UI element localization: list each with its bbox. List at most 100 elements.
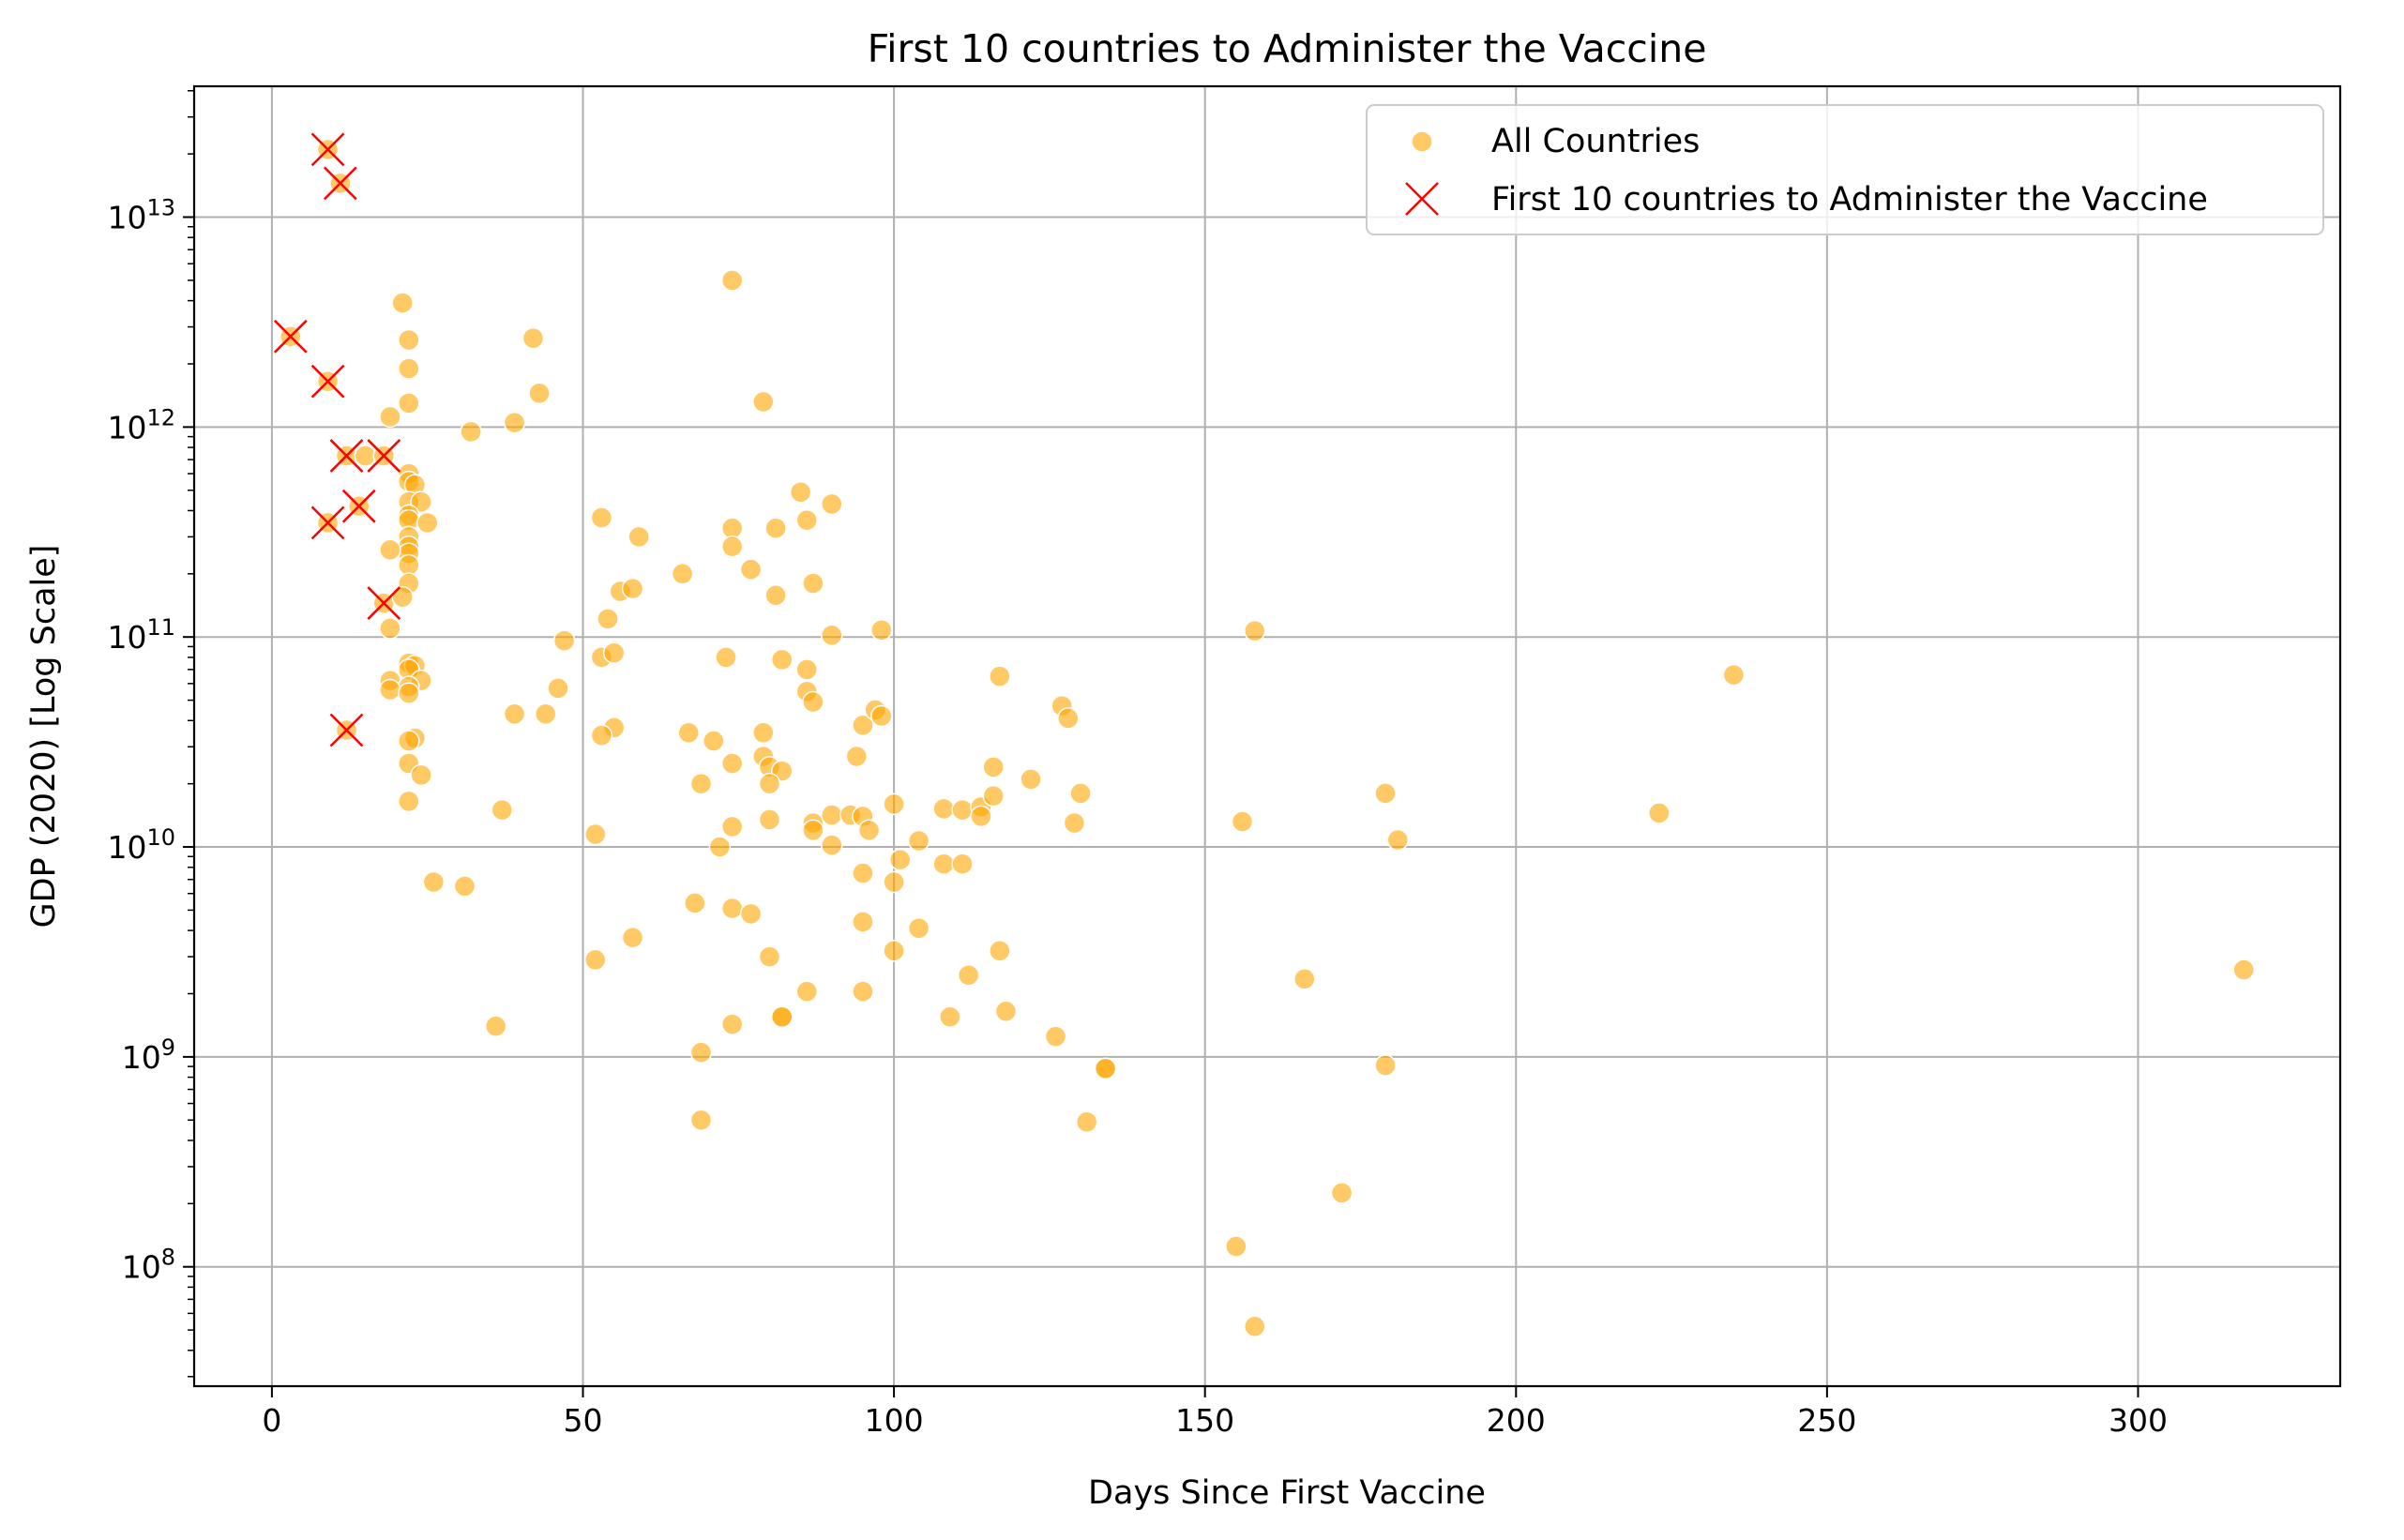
data-point <box>720 1013 744 1035</box>
axis-ticks: 0 50 100 150 200 250 300 108 109 1010 1011 1012 1013 <box>107 89 2168 1439</box>
first-10-marker <box>310 132 345 167</box>
data-point <box>552 629 576 652</box>
data-point <box>602 642 626 664</box>
data-point <box>795 980 818 1003</box>
data-point <box>597 608 619 630</box>
legend-box <box>1366 104 2324 235</box>
data-point <box>852 980 874 1003</box>
x-tick-label: 250 <box>1797 1402 1856 1439</box>
data-point <box>982 784 1005 808</box>
first-10-marker <box>323 166 357 201</box>
data-point <box>883 793 905 816</box>
data-point <box>627 525 650 549</box>
data-point <box>907 916 930 940</box>
data-point <box>621 926 644 949</box>
data-point <box>1374 782 1397 805</box>
data-point <box>503 411 526 434</box>
data-point <box>957 964 980 987</box>
data-point <box>398 730 420 752</box>
data-point <box>758 945 781 968</box>
data-point <box>857 819 881 842</box>
first-10-marker <box>329 713 364 747</box>
data-point <box>770 648 794 672</box>
data-point <box>1722 663 1746 687</box>
data-point <box>802 690 824 714</box>
data-point <box>671 563 694 585</box>
data-point <box>1057 707 1080 730</box>
first-10-marker <box>329 439 364 473</box>
data-point <box>391 585 414 609</box>
data-point <box>970 805 992 828</box>
data-point <box>907 829 930 853</box>
legend-marker-all-countries <box>1411 130 1433 153</box>
first-10-marker <box>273 319 308 354</box>
data-point <box>739 558 763 581</box>
data-point <box>684 892 706 914</box>
data-point <box>398 357 420 380</box>
first-10-marker <box>367 586 401 620</box>
data-point <box>852 862 874 884</box>
data-point <box>1231 810 1254 833</box>
y-tick-label: 1010 <box>107 824 175 866</box>
x-tick-label: 50 <box>563 1402 602 1439</box>
data-point <box>398 790 420 813</box>
first-10-marker <box>341 489 376 523</box>
grid-lines <box>194 86 2340 1386</box>
data-point <box>888 848 912 871</box>
legend-marker-first-10 <box>1405 182 1439 216</box>
data-point <box>752 390 775 414</box>
data-point <box>379 405 401 429</box>
data-point <box>951 853 974 875</box>
data-point <box>422 870 446 894</box>
data-point <box>379 617 401 640</box>
legend-label-first-10: First 10 countries to Administer the Vac… <box>1491 181 2208 219</box>
data-point <box>503 702 526 725</box>
data-point <box>689 1109 713 1132</box>
y-tick-label: 1011 <box>107 614 175 656</box>
data-point <box>547 677 569 700</box>
data-point <box>1063 811 1086 835</box>
data-point <box>1094 1057 1117 1080</box>
data-point <box>1293 968 1316 990</box>
data-point <box>802 819 824 842</box>
data-point <box>715 646 737 669</box>
data-point <box>821 624 843 647</box>
data-point <box>491 798 514 822</box>
y-tick-label: 1012 <box>107 404 175 445</box>
y-tick-label: 108 <box>122 1245 175 1286</box>
data-point <box>821 804 843 826</box>
data-point <box>379 678 401 702</box>
data-point <box>1044 1025 1067 1048</box>
data-point <box>932 853 955 875</box>
x-tick-label: 200 <box>1487 1402 1546 1439</box>
data-point <box>379 538 401 562</box>
data-point <box>398 682 420 704</box>
data-point <box>720 752 744 775</box>
data-point <box>770 1005 794 1029</box>
first-10-marker <box>310 364 345 399</box>
data-point <box>951 798 974 822</box>
data-point <box>883 940 905 962</box>
data-point <box>1648 802 1671 824</box>
data-point <box>1020 768 1042 791</box>
data-point <box>802 572 824 595</box>
data-point <box>845 745 869 768</box>
data-point <box>739 902 763 926</box>
data-point <box>1075 1110 1098 1133</box>
data-point <box>764 583 787 607</box>
data-point <box>752 721 775 744</box>
data-point <box>453 875 476 898</box>
data-point <box>939 1005 961 1029</box>
data-point <box>1225 1235 1247 1258</box>
data-point <box>2232 959 2255 981</box>
x-tick-label: 0 <box>262 1402 281 1439</box>
data-point <box>852 714 874 737</box>
data-point <box>720 815 744 838</box>
data-point <box>852 911 874 933</box>
data-point <box>720 897 744 920</box>
data-point <box>1243 1315 1266 1338</box>
data-point <box>398 553 420 577</box>
data-point <box>870 618 893 642</box>
data-point <box>590 506 613 529</box>
